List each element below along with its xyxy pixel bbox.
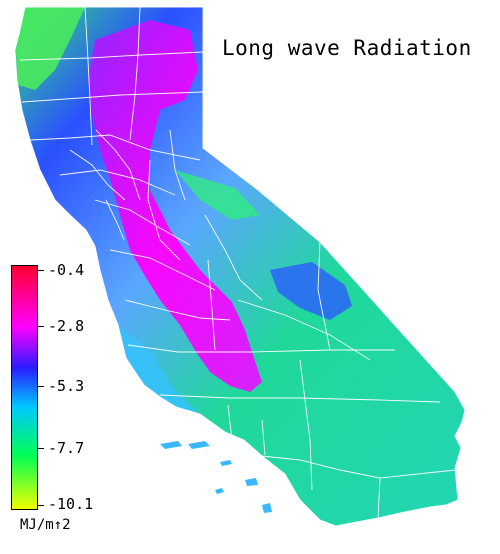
county-boundaries [14,6,466,527]
central-valley-band [88,20,262,392]
map-title: Long wave Radiation [222,36,472,60]
north-coast-green [16,7,85,90]
tick-mark [38,270,44,271]
legend-tick-label: -2.8 [48,317,85,335]
legend-tick-label: -7.7 [48,439,85,457]
legend-units: MJ/m↑2 [20,517,71,533]
south-coast-cyan [118,325,200,414]
sierra-green-strip [175,170,260,220]
legend-tick-label: -5.3 [48,377,85,395]
mojave-blue-patch [270,262,352,320]
tick-mark [38,326,44,327]
tick-mark [38,386,44,387]
tick-mark [38,448,44,449]
channel-islands [160,441,272,513]
legend-tick-label: -10.1 [48,495,94,513]
tick-mark [38,505,44,506]
legend-tick-label: -0.4 [48,261,85,279]
colorbar [11,265,38,510]
